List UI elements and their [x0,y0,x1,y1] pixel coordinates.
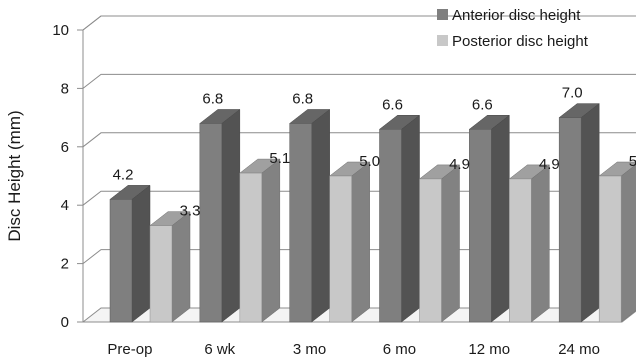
bar-side-face [401,114,420,323]
x-tick-label: 6 wk [204,341,235,358]
gridlines [82,15,636,264]
bar-front-face [199,123,223,323]
data-label: 6.8 [202,90,223,107]
x-tick-labels: Pre-op 6 wk 3 mo 6 mo 12 mo 24 mo [107,341,600,358]
data-label: 6.6 [472,96,493,113]
y-tick-label: 8 [61,80,69,97]
bar-posterior [149,211,191,323]
bar-side-face [221,108,241,323]
bar-side-face [261,158,281,323]
y-tick-label: 6 [61,139,69,156]
bar-anterior [199,108,241,323]
gridline [82,190,636,206]
bar-side-face [351,161,370,323]
bar-front-face [558,117,582,323]
bar-front-face [419,178,442,323]
bar-anterior [468,114,511,323]
y-axis-title: Disc Height (mm) [5,110,24,241]
data-label: 3.3 [180,203,201,220]
legend-swatch [437,35,448,46]
bar-anterior [288,108,331,323]
bar-front-face [598,175,622,323]
data-label: 6.8 [292,90,313,107]
data-label: 5.0 [629,153,636,170]
data-label: 4.2 [113,166,134,183]
legend-swatch [437,9,448,20]
y-tick-label: 0 [61,314,69,331]
data-label: 5.1 [269,150,290,167]
bar-front-face [149,225,173,323]
bars [109,103,636,323]
x-tick-label: Pre-op [107,341,152,358]
bar-side-face [441,164,460,323]
y-tick-labels: 0 2 4 6 8 10 [52,22,83,331]
gridline [82,73,636,89]
gridline [82,249,636,264]
x-tick-label: 3 mo [293,341,326,358]
data-labels: 4.2 3.3 6.8 5.1 6.8 5.0 6.6 4.9 6.6 4.9 7.0 5.0 [113,85,636,220]
data-label: 7.0 [562,85,583,102]
data-label: 6.6 [382,96,403,113]
bar-side-face [311,108,330,323]
bar-front-face [469,129,492,323]
y-tick-label: 10 [52,22,69,39]
bar-posterior [328,161,371,323]
bar-posterior [239,158,281,323]
x-tick-label: 12 mo [468,341,510,358]
bar-side-face [171,211,191,323]
gridline [82,132,636,148]
gridline [82,15,636,31]
bar-front-face [329,175,352,323]
x-tick-label: 6 mo [383,341,416,358]
bar-front-face [509,178,532,323]
bar-side-face [620,164,636,323]
data-label: 4.9 [539,156,560,173]
bar-side-face [491,114,510,323]
data-label: 5.0 [359,153,380,170]
bar-side-face [531,164,550,323]
legend-label: Posterior disc height [452,33,589,50]
bar-front-face [109,199,133,323]
data-label: 4.9 [449,156,470,173]
y-tick-label: 4 [61,197,69,214]
bar-anterior [558,103,600,323]
bar-posterior [508,164,551,323]
y-tick-label: 2 [61,256,69,273]
bar-front-face [239,172,263,323]
legend-label: Anterior disc height [452,7,581,24]
bar-anterior [378,114,421,323]
x-tick-label: 24 mo [558,341,600,358]
bar-posterior [598,161,636,323]
bar-side-face [131,184,151,323]
bar-anterior [109,184,151,323]
bar-side-face [580,103,600,323]
legend: Anterior disc height Posterior disc heigh… [437,7,589,50]
bar-posterior [418,164,461,323]
bar-front-face [289,123,312,323]
bar-front-face [379,129,402,323]
